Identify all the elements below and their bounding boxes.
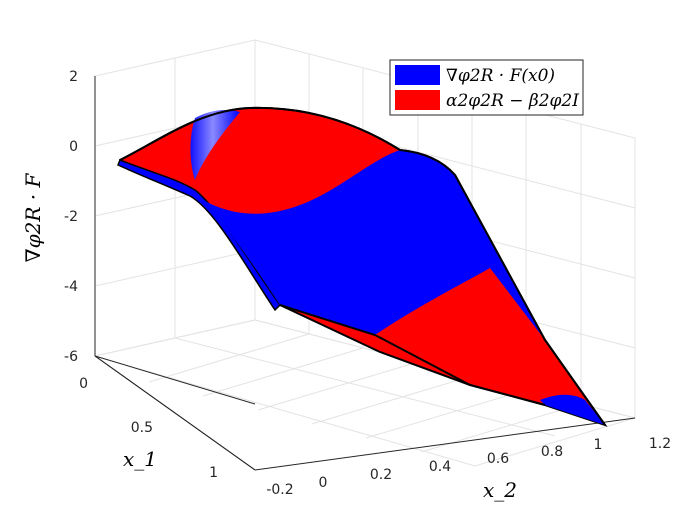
y-axis-label: x_1 <box>123 447 157 471</box>
y-tick: 0 <box>79 376 88 392</box>
z-tick: 2 <box>69 69 78 85</box>
x-tick: 0 <box>319 475 328 491</box>
z-tick: -6 <box>64 349 78 365</box>
y-tick-labels: 0 0.5 1 <box>79 376 218 481</box>
z-tick: -4 <box>64 279 78 295</box>
y-tick: 0.5 <box>131 420 153 436</box>
z-axis-label: ∇φ2R · F <box>21 173 45 263</box>
x-tick: 0.6 <box>487 451 509 467</box>
x-tick: 0.2 <box>370 467 392 483</box>
surface <box>117 106 608 427</box>
x-axis-label: x_2 <box>483 478 517 502</box>
blue-patch <box>540 394 605 425</box>
x-tick: 1 <box>594 437 603 453</box>
legend-swatch-red <box>395 90 440 110</box>
z-tick: -2 <box>64 209 78 225</box>
legend-swatch-blue <box>395 65 440 85</box>
legend: ∇φ2R · F(x0) α2φ2R − β2φ2I <box>389 59 584 116</box>
x-tick: 1.2 <box>649 436 671 452</box>
blue-band <box>190 110 240 180</box>
legend-label-red: α2φ2R − β2φ2I <box>446 91 579 111</box>
z-tick: 0 <box>69 139 78 155</box>
legend-label-blue: ∇φ2R · F(x0) <box>446 66 555 86</box>
x-tick: -0.2 <box>266 482 293 498</box>
x-tick-labels: -0.2 0 0.2 0.4 0.6 0.8 1 1.2 <box>266 436 671 498</box>
z-tick-labels: 2 0 -2 -4 -6 <box>64 69 78 365</box>
blue-region <box>195 150 545 340</box>
y-tick: 1 <box>209 465 218 481</box>
axis-lines <box>94 76 636 471</box>
x-tick: 0.4 <box>429 459 451 475</box>
x-tick: 0.8 <box>541 444 563 460</box>
